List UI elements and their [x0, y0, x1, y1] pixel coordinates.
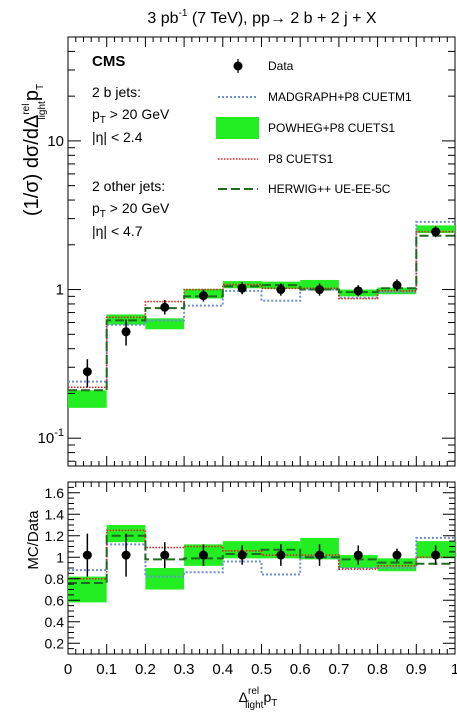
y-tick-label: 0.6: [45, 592, 65, 608]
svg-text:Data: Data: [268, 59, 294, 73]
madgraph-line: [68, 220, 455, 383]
y-tick-label: 0.4: [45, 614, 65, 630]
data-point: [431, 227, 441, 237]
legend: Data MADGRAPH+P8 CUETM1 POWHEG+P8 CUETS1…: [216, 59, 412, 196]
x-tick-label: 0.6: [290, 661, 311, 678]
data-point: [392, 550, 402, 560]
y-tick-label: 10: [47, 133, 64, 150]
powheg-band-bin: [145, 318, 185, 330]
x-tick-label: 0.2: [135, 661, 156, 678]
ojets-eta: |η| < 4.7: [92, 223, 143, 239]
legend-item-powheg: POWHEG+P8 CUETS1: [216, 117, 395, 139]
y-tick-label: 1.6: [45, 485, 65, 501]
x-tick-label: 0.7: [328, 661, 349, 678]
herwig-line: [68, 234, 455, 392]
legend-item-herwig: HERWIG++ UE-EE-5C: [218, 182, 391, 196]
x-tick-label: 0.3: [174, 661, 195, 678]
y-tick-label: 1.4: [45, 506, 65, 522]
x-tick-label: 0.4: [212, 661, 233, 678]
data-point: [82, 367, 92, 377]
svg-text:HERWIG++ UE-EE-5C: HERWIG++ UE-EE-5C: [268, 182, 391, 196]
x-tick-label: 0.9: [406, 661, 427, 678]
legend-item-pythia: P8 CUETS1: [218, 152, 334, 166]
x-tick-label: 0.8: [367, 661, 388, 678]
powheg-band-bin: [68, 576, 107, 603]
pythia-line: [68, 230, 455, 389]
data-point: [315, 550, 325, 560]
y-tick-label: 10-1: [38, 427, 64, 447]
data-point: [237, 283, 247, 293]
y-axis-title-main: (1/σ) dσ/dΔrel lightpT: [21, 84, 48, 216]
data-point: [276, 550, 286, 560]
bjets-title: 2 b jets:: [92, 84, 141, 100]
y-axis-title-ratio: MC/Data: [25, 510, 42, 570]
main-panel-ticks: 10-1 1 10: [38, 36, 456, 466]
svg-text:POWHEG+P8 CUETS1: POWHEG+P8 CUETS1: [268, 121, 395, 135]
y-tick-label: 1: [56, 549, 64, 565]
x-tick-label: 0.1: [96, 661, 117, 678]
main-panel: 10-1 1 10: [38, 36, 456, 467]
x-axis-title: Δrel lightpT: [239, 686, 278, 711]
annotations: CMS 2 b jets: pT > 20 GeV |η| < 2.4 2 ot…: [92, 53, 170, 239]
x-tick-label: 0.5: [251, 661, 272, 678]
data-point: [431, 550, 441, 560]
ratio-panel-series: [68, 525, 455, 603]
x-tick-label: 1: [451, 661, 457, 678]
ojets-title: 2 other jets:: [92, 178, 165, 194]
data-point: [160, 302, 170, 312]
x-tick-label: 0: [64, 661, 72, 678]
data-point: [353, 550, 363, 560]
herwig-line: [68, 534, 455, 585]
svg-text:MADGRAPH+P8 CUETM1: MADGRAPH+P8 CUETM1: [268, 90, 412, 104]
legend-item-data: Data: [233, 59, 294, 73]
chart-title: 3 pb-1 (7 TeV), pp→ 2 b + 2 j + X: [147, 8, 377, 27]
legend-item-madgraph: MADGRAPH+P8 CUETM1: [218, 90, 412, 104]
data-point: [198, 550, 208, 560]
data-point: [392, 280, 402, 290]
ojets-pt: pT > 20 GeV: [92, 200, 170, 220]
data-point: [160, 550, 170, 560]
y-tick-label: 0.8: [45, 571, 65, 587]
bjets-pt: pT > 20 GeV: [92, 106, 170, 126]
data-point: [121, 550, 131, 560]
cms-label: CMS: [92, 53, 125, 70]
powheg-band-bin: [145, 568, 185, 590]
data-point: [198, 291, 208, 301]
data-point: [353, 286, 363, 296]
powheg-band-bin: [68, 390, 107, 408]
data-point: [121, 327, 131, 337]
ratio-panel-ticks: 0 0.1 0.2 0.3 0.4 0.5 0.6 0.7 0.8 0.9 1 0.2 0.4 0.6 0.…: [45, 481, 457, 678]
main-panel-series: [68, 220, 455, 408]
y-tick-label: 1.2: [45, 528, 65, 544]
bjets-eta: |η| < 2.4: [92, 129, 143, 145]
svg-text:P8 CUETS1: P8 CUETS1: [268, 152, 334, 166]
data-point: [315, 285, 325, 295]
data-point: [237, 550, 247, 560]
ratio-panel: 0 0.1 0.2 0.3 0.4 0.5 0.6 0.7 0.8 0.9 1 0.2 0.4 0.6 0.…: [45, 481, 457, 678]
y-tick-label: 1: [56, 282, 64, 299]
data-point: [276, 285, 286, 295]
y-tick-label: 0.2: [45, 635, 65, 651]
data-point: [82, 550, 92, 560]
